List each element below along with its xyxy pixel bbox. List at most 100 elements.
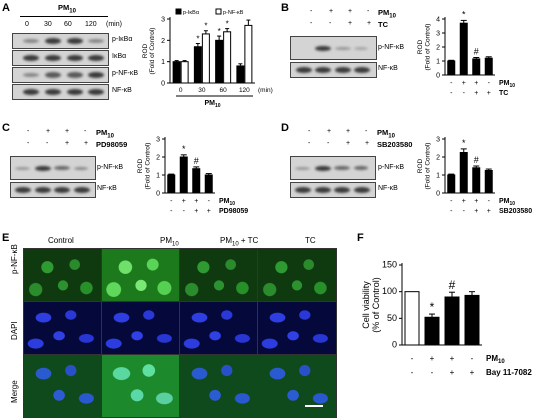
D-mark-1-1: - [463,208,466,215]
panel-label-d: D [281,122,289,134]
e-pm-merge [101,354,181,418]
panel-d-mark-0-0: - [308,128,311,135]
panel-c-mark-1-2: + [65,140,70,147]
panel-c-mark-0-0: - [27,128,30,135]
panel-b-mark-1-3: + [367,20,372,27]
blot-c-label-nfkb: NF-κB [97,185,117,192]
blot-b-label-nfkb: NF-κB [378,65,398,72]
B-ylabel: ROD [417,39,424,54]
blot-c-p-nfkb [10,156,96,180]
B-mark-label-0: PM10 [499,80,515,89]
chart-b: ROD (Fold of Control) 0 1 2 3 4 * # - + + - PM10 - - + + T… [417,9,515,97]
A-bar-1-3 [244,24,253,84]
e-tc-pnfkb [257,248,337,302]
e-row-pnfkb: p-NF-κB [10,244,19,274]
e-col-control: Control [48,236,74,245]
F-mark-label-1: Bay 11-7082 [486,368,532,377]
B-ytick-label-0: 0 [436,73,440,80]
D-mark-0-0: - [450,198,453,205]
C-mark-label-0: PM10 [219,198,235,207]
F-mark-0-2: + [450,354,455,363]
e-control-pnfkb [23,248,103,302]
C-ylabel2: (Fold of Control) [145,143,152,190]
F-annot-1: # [449,278,456,292]
A-legend-swatch-0 [175,8,182,15]
blot-a-label-p-ikba: p-IκBα [112,36,133,43]
blot-d-label-p-nfkb: p-NF-κB [378,164,405,171]
F-annot-0: * [430,300,435,314]
A-ylabel: ROD [142,43,149,58]
blot-a-p-ikba [12,33,109,49]
panel-c-mark-0-1: + [46,128,51,135]
B-ytick-label-2: 2 [436,45,440,52]
B-ytick-label-3: 3 [436,31,440,38]
F-bar-1 [424,316,440,346]
blot-b-p-nfkb [290,36,377,60]
D-mark-0-2: + [474,198,478,205]
blot-b-nfkb [290,62,377,78]
panel-c-mark-0-3: - [84,128,87,135]
scale-bar [305,405,323,407]
F-ytick-label-2: 100 [382,286,397,296]
A-xtick-3: 120 [239,87,250,94]
C-mark-1-3: + [207,208,211,215]
D-mark-0-1: + [462,198,466,205]
panel-c-mark-1-1: - [46,140,49,147]
A-group-label: PM10 [204,100,220,109]
panel-d-mark-1-0: - [308,140,311,147]
C-mark-0-1: + [182,198,186,205]
D-annot-0: * [462,138,466,148]
blot-d-label-nfkb: NF-κB [378,185,398,192]
B-mark-label-1: TC [499,90,508,97]
e-col-tc: TC [305,236,316,245]
F-ytick-label-0: 0 [392,340,397,350]
B-mark-1-1: - [463,90,466,97]
panel-d-mark-0-2: + [346,128,351,135]
A-bar-1-2 [223,31,232,84]
D-mark-label-1: SB203580 [499,208,532,215]
panel-a-time-unit: (min) [106,21,122,28]
A-legend-label-1: p-NF-κB [223,10,244,16]
F-mark-1-3: + [470,368,475,377]
C-annot-0: * [182,144,186,154]
panel-c-row-label-1: PD98059 [96,140,128,149]
blot-a-nfkb [12,84,109,100]
B-mark-0-1: + [462,80,466,87]
A-xtick-0: 0 [179,87,183,94]
A-xtick-1: 30 [198,87,206,94]
D-bar-2 [472,167,481,194]
B-mark-1-2: + [474,90,478,97]
A-annot-0: * [196,35,199,44]
A-legend-label-0: p-IκBα [183,10,200,16]
panel-b-mark-0-3: - [367,8,370,15]
F-mark-label-0: PM10 [486,354,505,365]
panel-a-treatment: PM10 [58,3,76,15]
D-ylabel2: (Fold of Control) [425,143,432,190]
A-annot-2: * [204,22,207,31]
F-bar-0 [404,291,420,346]
D-mark-1-3: + [487,208,491,215]
B-ytick-label-4: 4 [436,17,440,24]
e-control-dapi [23,301,103,355]
F-ylabel2: (% of Control) [371,277,381,333]
B-mark-0-0: - [450,80,453,87]
F-ytick-label-1: 50 [387,313,397,323]
B-ytick-label-1: 1 [436,59,440,66]
e-col-pm-tc: PM10 + TC [220,236,259,248]
blot-a-label-nfkb: NF-κB [112,87,132,94]
C-ytick-label-0: 0 [156,191,160,198]
A-bar-1-1 [201,33,210,84]
A-annot-3: * [226,20,229,29]
panel-a-treatment-line [20,16,108,17]
C-mark-1-2: + [194,208,198,215]
e-control-merge [23,354,103,418]
D-ylabel: ROD [417,158,424,173]
F-mark-1-2: + [450,368,455,377]
panel-d-row-label-0: PM10 [377,128,395,140]
C-bar-2 [192,168,201,194]
C-ytick-label-1: 1 [156,173,160,180]
A-ytick-label-3: 3 [161,17,165,24]
D-bar-3 [484,170,493,194]
B-mark-0-2: + [474,80,478,87]
panel-a-time-120: 120 [85,21,97,28]
